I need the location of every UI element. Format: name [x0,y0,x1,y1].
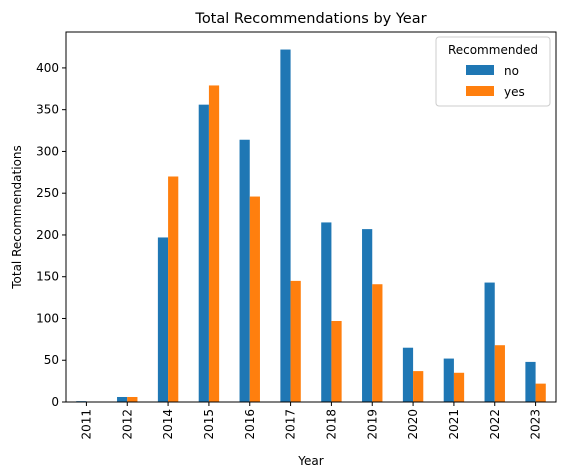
bar-no-2019 [362,229,373,402]
x-axis-title: Year [297,454,323,468]
y-tick-label: 400 [36,61,59,75]
bar-yes-2019 [372,284,383,402]
x-tick-label: 2014 [161,409,175,440]
bar-yes-2017 [290,280,301,402]
bar-yes-2014 [168,176,179,402]
y-tick-label: 50 [44,353,59,367]
bar-no-2012 [117,396,128,402]
x-tick-label: 2011 [79,409,93,440]
y-tick-label: 200 [36,228,59,242]
x-tick-label: 2022 [488,409,502,440]
bar-no-2015 [198,104,209,402]
bar-yes-2018 [331,320,342,402]
bar-no-2023 [525,361,536,402]
bar-no-2020 [402,347,414,402]
bar-yes-2016 [249,196,260,402]
x-tick-label: 2018 [324,409,338,440]
axes-frame [65,31,557,403]
x-tick-label: 2012 [120,409,134,440]
y-tick-label: 0 [51,395,59,409]
x-tick-label: 2023 [529,409,543,440]
bar-yes-2020 [413,371,424,402]
y-tick-label: 100 [36,311,59,325]
x-tick-label: 2015 [202,409,216,440]
plot-area: 0 50 100 150 200 250 300 350 400 2011 2012 2014 2015… [36,31,557,440]
y-tick-label: 350 [36,103,59,117]
y-axis-title: Total Recommendations [10,145,24,290]
bar-yes-2023 [535,383,546,402]
bar-no-2022 [484,282,495,402]
legend-label-yes: yes [504,85,525,99]
y-tick-label: 250 [36,186,59,200]
x-tick-label: 2017 [284,409,298,440]
legend: Recommended no yes [435,36,551,107]
bar-no-2018 [321,222,332,402]
bar-yes-2012 [127,396,138,402]
bar-no-2014 [157,237,169,402]
bar-no-2021 [443,358,454,402]
y-tick-label: 300 [36,144,59,158]
x-tick-label: 2020 [406,409,420,440]
bar-no-2017 [280,49,291,402]
x-tick-label: 2016 [243,409,257,440]
chart-title: Total Recommendations by Year [194,11,426,27]
x-tick-label: 2021 [447,409,461,440]
legend-title: Recommended [448,43,538,57]
bar-no-2016 [239,139,250,403]
legend-label-no: no [504,64,519,78]
legend-swatch-no [466,65,494,75]
bar-yes-2021 [453,372,465,402]
legend-swatch-yes [466,86,494,96]
bar-yes-2022 [494,345,505,402]
x-tick-label: 2019 [365,409,379,440]
y-tick-label: 150 [36,270,59,284]
bar-yes-2015 [208,85,220,402]
